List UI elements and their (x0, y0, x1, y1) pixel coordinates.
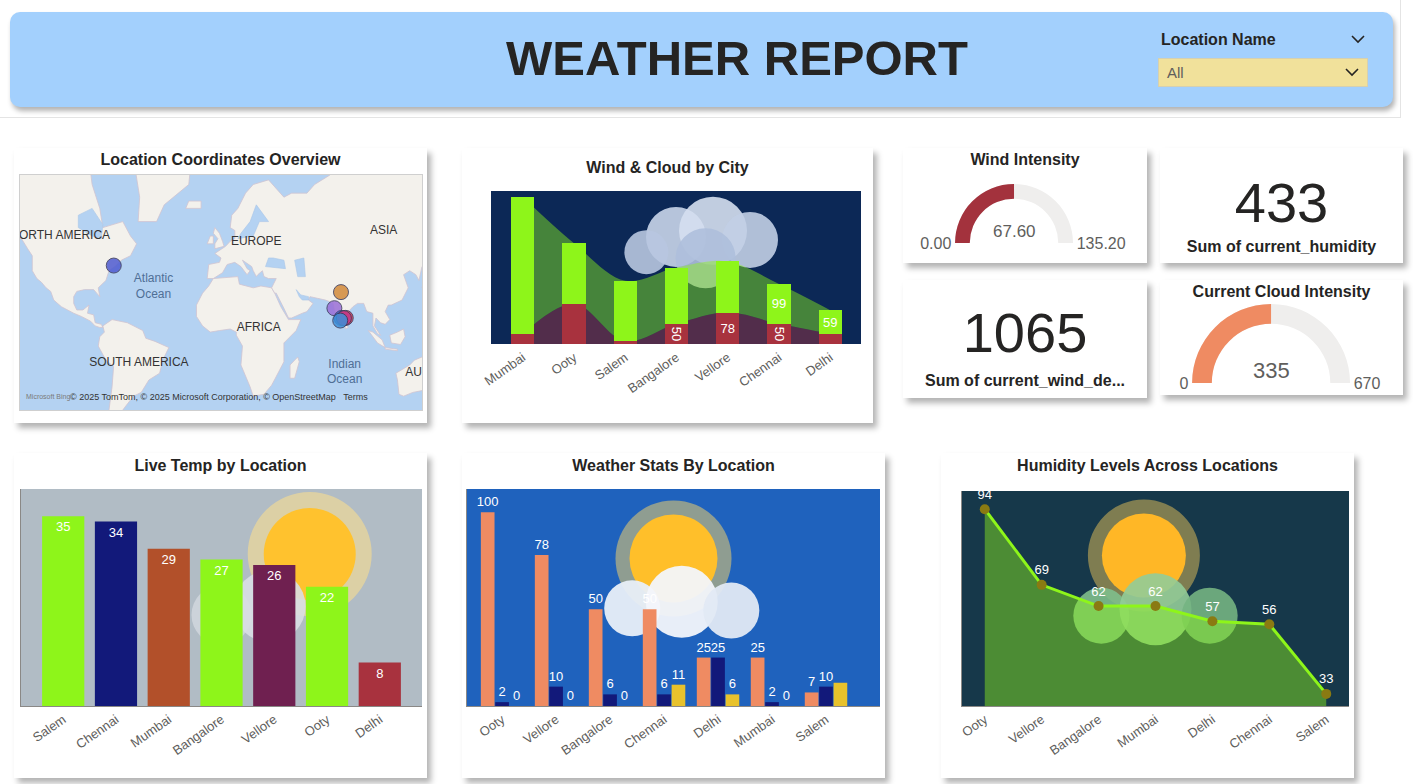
svg-text:78: 78 (534, 537, 548, 552)
svg-text:Ooty: Ooty (476, 711, 508, 739)
svg-text:35: 35 (56, 519, 70, 534)
svg-text:Mumbai: Mumbai (731, 712, 778, 751)
svg-text:Microsoft Bing: Microsoft Bing (26, 393, 70, 401)
svg-text:0.00: 0.00 (920, 235, 951, 252)
svg-text:335: 335 (1253, 358, 1290, 383)
svg-text:Bangalore: Bangalore (1047, 712, 1104, 758)
svg-text:2: 2 (768, 684, 775, 699)
svg-text:SOUTH AMERICA: SOUTH AMERICA (89, 355, 188, 369)
svg-text:59: 59 (823, 315, 837, 330)
svg-text:25: 25 (711, 640, 725, 655)
svg-text:50: 50 (642, 591, 656, 606)
svg-text:Ooty: Ooty (301, 711, 333, 739)
svg-text:670: 670 (1354, 375, 1381, 392)
svg-text:Ooty: Ooty (548, 349, 580, 377)
svg-text:50: 50 (669, 327, 684, 341)
svg-text:50: 50 (772, 327, 787, 341)
html-text:Location Name: Location Name (1161, 31, 1276, 48)
svg-text:Salem: Salem (793, 712, 832, 745)
svg-text:67.60: 67.60 (993, 222, 1036, 241)
svg-text:Weather Stats By Location: Weather Stats By Location (572, 457, 774, 474)
svg-text:69: 69 (1034, 562, 1048, 577)
svg-text:Live Temp by Location: Live Temp by Location (134, 457, 306, 474)
svg-text:34: 34 (109, 525, 123, 540)
svg-text:33: 33 (1319, 671, 1333, 686)
html-text:1065: 1065 (962, 301, 1088, 364)
svg-text:7: 7 (808, 674, 815, 689)
svg-text:22: 22 (320, 590, 334, 605)
svg-text:Mumbai: Mumbai (482, 350, 529, 389)
svg-text:Bangalore: Bangalore (170, 712, 227, 758)
svg-text:56: 56 (1262, 602, 1276, 617)
svg-text:6: 6 (660, 676, 667, 691)
svg-text:26: 26 (267, 568, 281, 583)
svg-text:6: 6 (606, 676, 613, 691)
svg-text:Mumbai: Mumbai (128, 712, 175, 751)
svg-text:62: 62 (1091, 584, 1105, 599)
svg-text:Salem: Salem (30, 712, 69, 745)
svg-text:25: 25 (696, 640, 710, 655)
svg-text:29: 29 (162, 552, 176, 567)
svg-text:Wind Intensity: Wind Intensity (970, 151, 1079, 168)
svg-text:Bangalore: Bangalore (625, 350, 682, 396)
svg-text:Wind & Cloud by City: Wind & Cloud by City (586, 159, 749, 176)
html-text:Sum of current_wind_de...: Sum of current_wind_de... (925, 372, 1125, 389)
svg-text:135.20: 135.20 (1077, 235, 1126, 252)
svg-text:Mumbai: Mumbai (1114, 712, 1161, 751)
svg-text:Delhi: Delhi (691, 712, 724, 741)
svg-text:0: 0 (513, 688, 520, 703)
svg-text:10: 10 (819, 669, 833, 684)
svg-text:Delhi: Delhi (352, 712, 385, 741)
svg-text:94: 94 (978, 487, 992, 502)
svg-text:6: 6 (729, 676, 736, 691)
svg-text:IndianOcean: IndianOcean (327, 357, 362, 387)
svg-text:62: 62 (1148, 584, 1162, 599)
svg-text:Delhi: Delhi (1185, 712, 1218, 741)
svg-text:99: 99 (772, 296, 786, 311)
svg-text:10: 10 (549, 669, 563, 684)
svg-text:Vellore: Vellore (520, 712, 561, 747)
svg-text:Chennai: Chennai (621, 712, 669, 752)
svg-text:100: 100 (477, 494, 499, 509)
html-text:All: All (1167, 64, 1184, 81)
html-text:WEATHER REPORT: WEATHER REPORT (506, 31, 968, 85)
svg-text:© 2025 TomTom, © 2025 Microsof: © 2025 TomTom, © 2025 Microsoft Corporat… (70, 392, 368, 402)
svg-text:57: 57 (1205, 599, 1219, 614)
svg-text:Vellore: Vellore (239, 712, 280, 747)
svg-text:8: 8 (376, 666, 383, 681)
svg-text:78: 78 (721, 321, 735, 336)
svg-text:Chennai: Chennai (736, 350, 784, 390)
html-text:Sum of current_humidity: Sum of current_humidity (1186, 238, 1377, 255)
svg-text:ORTH AMERICA: ORTH AMERICA (19, 228, 110, 242)
svg-text:Salem: Salem (1293, 712, 1332, 745)
svg-text:2: 2 (498, 684, 505, 699)
svg-text:27: 27 (214, 563, 228, 578)
svg-text:Salem: Salem (592, 350, 631, 383)
svg-text:AtlanticOcean: AtlanticOcean (134, 271, 173, 301)
svg-text:0: 0 (783, 688, 790, 703)
svg-text:Vellore: Vellore (1006, 712, 1047, 747)
svg-text:Humidity Levels Across Locatio: Humidity Levels Across Locations (1017, 457, 1278, 474)
svg-text:11: 11 (672, 667, 686, 682)
html-text:433: 433 (1234, 171, 1329, 234)
svg-text:Current Cloud Intensity: Current Cloud Intensity (1193, 283, 1371, 300)
svg-text:Location Coordinates Overview: Location Coordinates Overview (100, 151, 341, 168)
svg-text:Bangalore: Bangalore (558, 712, 615, 758)
svg-text:AU: AU (405, 365, 422, 379)
svg-text:0: 0 (567, 688, 574, 703)
svg-text:AFRICA: AFRICA (237, 320, 281, 334)
svg-text:Delhi: Delhi (803, 350, 836, 379)
svg-text:50: 50 (588, 591, 602, 606)
svg-text:0: 0 (621, 688, 628, 703)
svg-text:25: 25 (750, 640, 764, 655)
svg-text:ASIA: ASIA (370, 223, 397, 237)
svg-text:EUROPE: EUROPE (231, 234, 282, 248)
svg-text:Ooty: Ooty (959, 711, 991, 739)
svg-text:Vellore: Vellore (692, 350, 733, 385)
svg-text:Chennai: Chennai (73, 712, 121, 752)
svg-text:0: 0 (1179, 375, 1188, 392)
svg-text:Chennai: Chennai (1226, 712, 1274, 752)
